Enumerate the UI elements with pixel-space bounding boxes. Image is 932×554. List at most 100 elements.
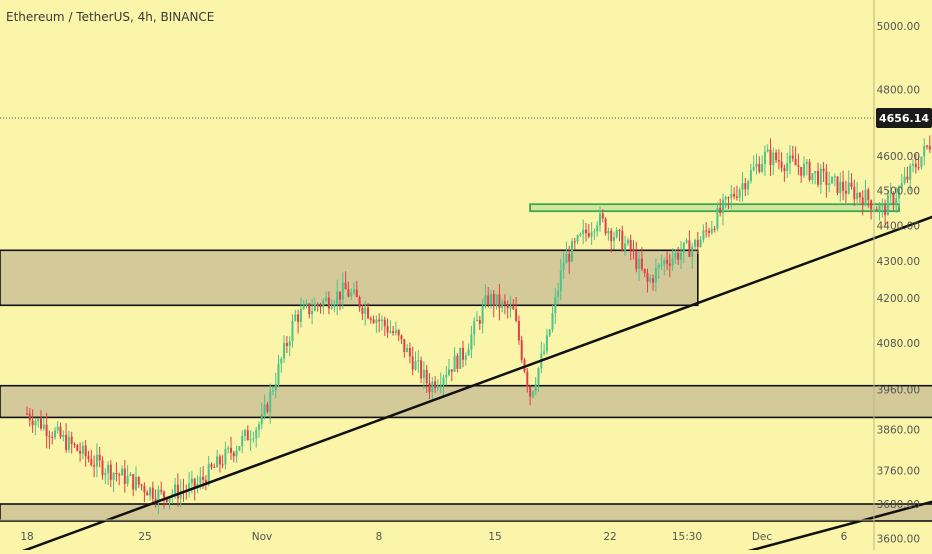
candle-body (926, 146, 928, 147)
candle-body (48, 436, 50, 437)
candle-body (870, 200, 872, 209)
candle-body (392, 331, 394, 333)
candle-body (853, 187, 855, 199)
candle-body (434, 381, 436, 388)
candle-body (468, 350, 470, 356)
price-zone[interactable] (0, 504, 932, 521)
candle-body (647, 273, 649, 282)
candle-body (588, 233, 590, 237)
candle-body (115, 473, 117, 474)
candle-body (538, 368, 540, 384)
time-tick-label: 15:30 (672, 531, 702, 543)
candle-body (837, 176, 839, 193)
candle-body (342, 283, 344, 300)
candle-body (93, 465, 95, 466)
candle-body (490, 294, 492, 304)
candle-body (107, 465, 109, 473)
candle-body (736, 197, 738, 198)
time-tick-label: Dec (752, 531, 773, 543)
candle-body (345, 283, 347, 290)
candle-body (560, 270, 562, 291)
candle-body (202, 477, 204, 480)
candle-body (920, 157, 922, 168)
candle-body (412, 356, 414, 369)
price-tick-label: 3760.00 (877, 466, 920, 478)
candle-body (820, 169, 822, 185)
candle-body (708, 231, 710, 233)
candle-body (772, 153, 774, 166)
candle-body (322, 301, 324, 307)
candle-body (605, 219, 607, 234)
candle-body (806, 162, 808, 164)
candle-body (132, 474, 134, 489)
candle-body (521, 340, 523, 360)
candle-body (437, 386, 439, 389)
candle-body (331, 307, 333, 309)
candle-body (630, 240, 632, 250)
candle-body (417, 360, 419, 361)
candle-body (384, 320, 386, 326)
candle-body (29, 414, 31, 421)
candle-body (152, 488, 154, 499)
candle-body (725, 197, 727, 200)
candle-body (823, 169, 825, 172)
target-zone[interactable] (530, 204, 899, 211)
last-price-label: 4656.14 (879, 112, 929, 125)
candle-body (568, 254, 570, 262)
candle-body (118, 474, 120, 475)
candle-body (817, 171, 819, 185)
candle-body (465, 355, 467, 359)
price-tick-label: 3860.00 (877, 425, 920, 437)
candle-body (686, 240, 688, 242)
candle-body (809, 162, 811, 180)
candle-body (236, 451, 238, 457)
candle-body (250, 439, 252, 440)
candle-body (767, 150, 769, 152)
candle-body (557, 291, 559, 297)
candle-body (515, 309, 517, 321)
candle-body (856, 193, 858, 199)
candle-body (191, 479, 193, 484)
candle-body (389, 331, 391, 332)
candle-body (300, 309, 302, 322)
price-tick-label: 4200.00 (877, 293, 920, 305)
price-zone[interactable] (0, 386, 932, 418)
last-price-badge: 4656.14 (876, 108, 932, 128)
candle-body (387, 326, 389, 332)
candle-body (797, 165, 799, 167)
candle-body (800, 167, 802, 176)
candle-body (401, 335, 403, 339)
time-tick-label: 8 (376, 531, 383, 543)
candle-body (292, 321, 294, 341)
candle-body (378, 320, 380, 322)
candle-body (473, 321, 475, 335)
candle-body (518, 321, 520, 340)
candle-body (526, 372, 528, 387)
candle-body (778, 160, 780, 162)
candle-body (719, 208, 721, 213)
candle-body (711, 229, 713, 233)
candle-body (420, 360, 422, 378)
candle-body (415, 361, 417, 370)
candle-body (141, 485, 143, 487)
candle-body (138, 477, 140, 485)
candle-body (621, 231, 623, 251)
candle-body (582, 230, 584, 234)
candle-body (443, 378, 445, 385)
candle-body (602, 213, 604, 218)
price-axis[interactable]: 5000.004800.004700.004600.004500.004400.… (874, 0, 920, 550)
candle-body (65, 435, 67, 450)
candle-body (121, 469, 123, 476)
candle-body (216, 456, 218, 467)
candle-body (320, 306, 322, 307)
candle-body (694, 240, 696, 247)
candle-body (484, 295, 486, 305)
candle-body (764, 152, 766, 164)
candle-body (303, 305, 305, 309)
candle-body (649, 278, 651, 282)
candle-body (445, 375, 447, 377)
candle-body (68, 437, 70, 450)
